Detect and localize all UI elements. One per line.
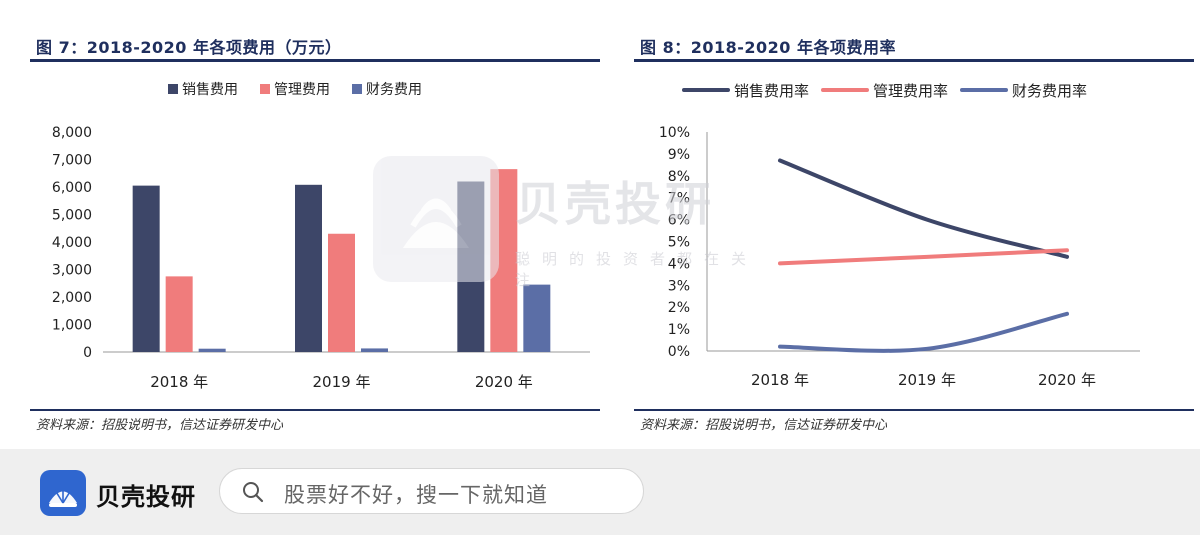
x-tick-label: 2019 年 <box>898 371 956 389</box>
bottom-rule <box>634 409 1194 411</box>
legend-label: 销售费用 <box>182 82 238 98</box>
y-tick-label: 8% <box>668 169 690 185</box>
x-tick-label: 2019 年 <box>313 373 371 391</box>
y-tick-label: 3% <box>668 278 690 294</box>
legend-label: 财务费用率 <box>1012 82 1087 100</box>
bar <box>490 169 518 352</box>
legend-swatch <box>352 84 362 94</box>
y-tick-label: 6,000 <box>52 180 92 196</box>
search-input[interactable]: 股票好不好，搜一下就知道 <box>219 468 644 514</box>
bar <box>523 284 551 352</box>
y-tick-label: 3,000 <box>52 263 92 279</box>
y-tick-label: 5% <box>668 235 690 251</box>
footer-bar: 贝壳投研 股票好不好，搜一下就知道 <box>0 449 1200 535</box>
legend-label: 销售费用率 <box>734 82 809 100</box>
y-tick-label: 1% <box>668 322 690 338</box>
series-line <box>778 311 1069 353</box>
x-tick-label: 2018 年 <box>150 373 208 391</box>
series-line <box>778 248 1069 266</box>
line-chart: 销售费用率 管理费用率 财务费用率 0% 1% 2% 3% 4% 5% 6% 7% 8% 9% 10% 20… <box>659 82 1140 389</box>
y-tick-label: 1,000 <box>52 318 92 334</box>
bar <box>132 185 160 352</box>
y-tick-label: 2% <box>668 300 690 316</box>
chart-title: 图 8：2018-2020 年各项费用率 <box>640 38 896 57</box>
y-tick-label: 4,000 <box>52 235 92 251</box>
y-tick-label: 5,000 <box>52 208 92 224</box>
y-tick-label: 7,000 <box>52 153 92 169</box>
chart-panel-expense-rates: 图 8：2018-2020 年各项费用率 销售费用率 管理费用率 财务费用率 0% 1%… <box>620 0 1200 440</box>
bar <box>295 184 322 352</box>
title-rule <box>634 59 1194 62</box>
bar <box>457 181 485 352</box>
y-tick-label: 10% <box>659 125 690 141</box>
shell-logo-icon[interactable] <box>40 470 86 516</box>
legend-swatch <box>260 84 270 94</box>
x-tick-label: 2018 年 <box>751 371 809 389</box>
y-tick-label: 2,000 <box>52 290 92 306</box>
x-tick-label: 2020 年 <box>1038 371 1096 389</box>
y-tick-label: 4% <box>668 256 690 272</box>
legend-label: 财务费用 <box>366 82 422 98</box>
y-tick-label: 0 <box>83 345 92 361</box>
y-tick-label: 0% <box>668 344 690 360</box>
chart-title: 图 7：2018-2020 年各项费用（万元） <box>36 38 342 57</box>
y-tick-label: 7% <box>668 191 690 207</box>
series-line <box>778 158 1069 259</box>
y-tick-label: 8,000 <box>52 125 92 141</box>
y-tick-label: 9% <box>668 147 690 163</box>
y-tick-label: 6% <box>668 213 690 229</box>
bar <box>165 276 193 352</box>
brand-name[interactable]: 贝壳投研 <box>96 483 196 511</box>
search-icon <box>243 482 264 503</box>
legend-label: 管理费用 <box>274 82 330 98</box>
x-tick-label: 2020 年 <box>475 373 533 391</box>
legend-swatch <box>168 84 178 94</box>
chart-panel-expenses: 图 7：2018-2020 年各项费用（万元） 销售费用 管理费用 财务费用 0 1,0… <box>0 0 600 440</box>
bar <box>361 348 388 352</box>
bar <box>198 348 226 352</box>
bottom-rule <box>30 409 600 411</box>
bar <box>328 233 355 352</box>
legend-label: 管理费用率 <box>873 82 948 100</box>
bar-chart: 销售费用 管理费用 财务费用 0 1,000 2,000 3,000 4,000 5,000 6,… <box>52 82 590 391</box>
title-rule <box>30 59 600 62</box>
source-note: 资料来源：招股说明书，信达证券研发中心 <box>640 418 888 433</box>
search-placeholder: 股票好不好，搜一下就知道 <box>284 483 548 507</box>
source-note: 资料来源：招股说明书，信达证券研发中心 <box>36 418 284 433</box>
